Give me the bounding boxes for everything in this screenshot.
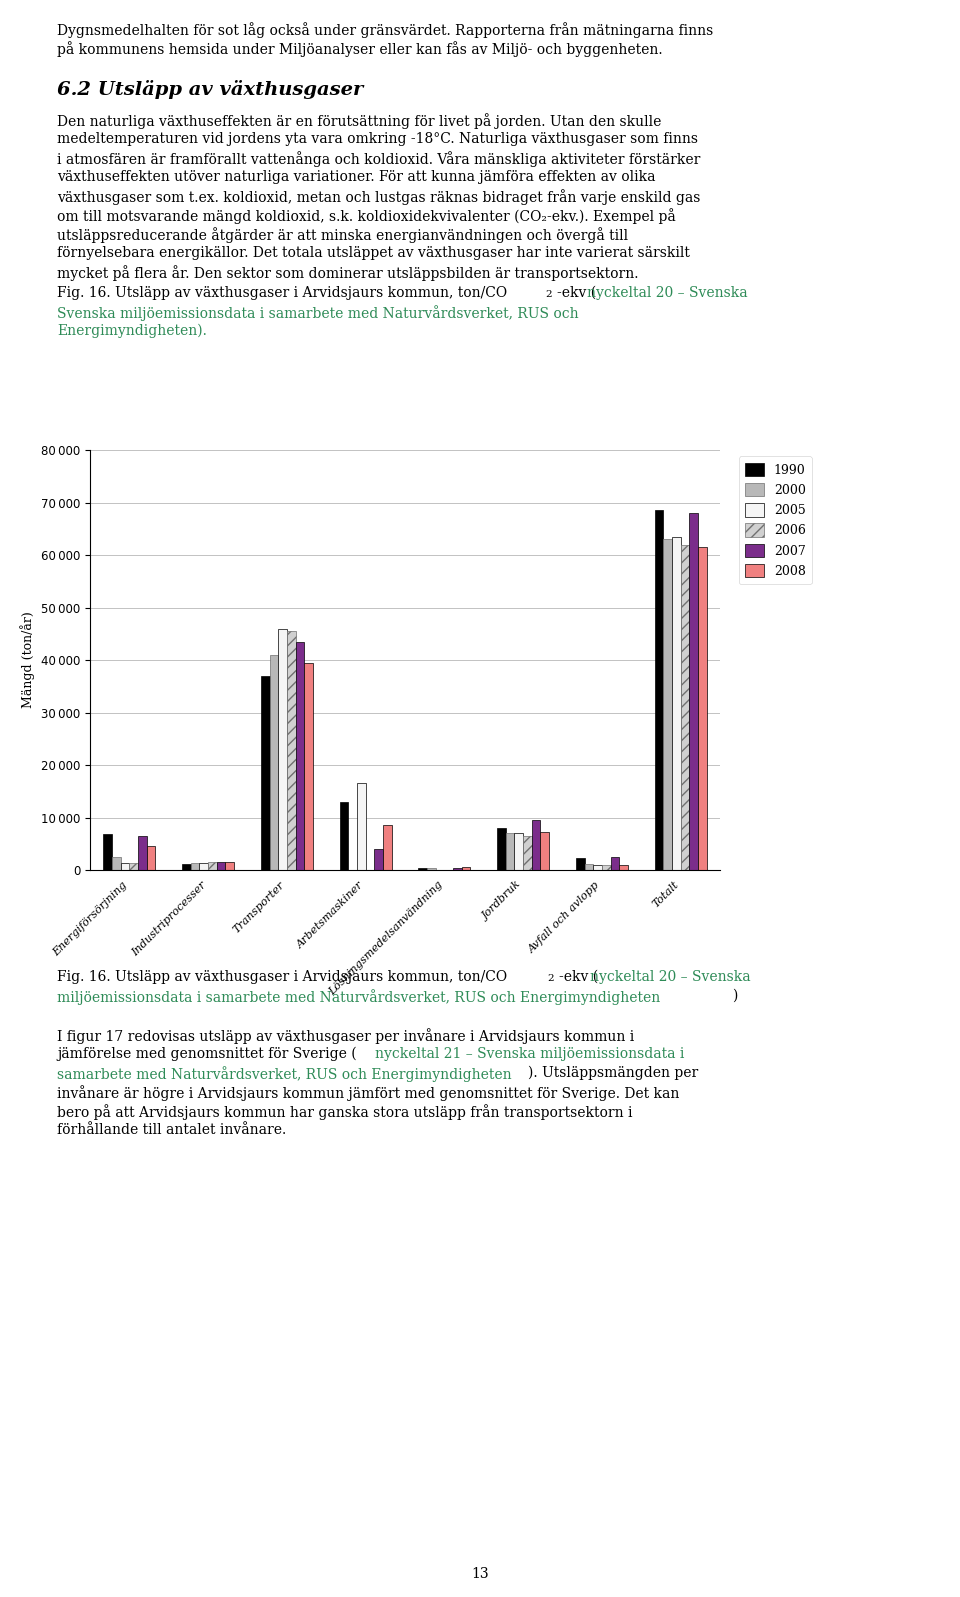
Text: 2: 2 bbox=[547, 974, 554, 984]
Bar bbox=[462, 867, 470, 870]
Bar bbox=[261, 676, 270, 870]
Text: bero på att Arvidsjaurs kommun har ganska stora utsläpp från transportsektorn i: bero på att Arvidsjaurs kommun har gansk… bbox=[57, 1104, 633, 1119]
Bar bbox=[497, 827, 506, 870]
Bar bbox=[191, 862, 200, 870]
Bar bbox=[515, 834, 523, 870]
Text: Den naturliga växthuseffekten är en förutsättning för livet på jorden. Utan den : Den naturliga växthuseffekten är en föru… bbox=[57, 113, 661, 129]
Text: Energimyndigheten).: Energimyndigheten). bbox=[57, 324, 206, 339]
Text: samarbete med Naturvårdsverket, RUS och Energimyndigheten: samarbete med Naturvårdsverket, RUS och … bbox=[57, 1067, 512, 1081]
Bar bbox=[585, 864, 593, 870]
Bar bbox=[287, 631, 296, 870]
Bar bbox=[383, 826, 392, 870]
Bar bbox=[602, 866, 611, 870]
Bar bbox=[226, 862, 234, 870]
Bar bbox=[304, 663, 313, 870]
Text: nyckeltal 20 – Svenska: nyckeltal 20 – Svenska bbox=[590, 969, 751, 984]
Text: nyckeltal 20 – Svenska: nyckeltal 20 – Svenska bbox=[587, 286, 748, 300]
Bar bbox=[104, 834, 112, 870]
Text: Svenska miljöemissionsdata i samarbete med Naturvårdsverket, RUS och: Svenska miljöemissionsdata i samarbete m… bbox=[57, 305, 579, 321]
Text: miljöemissionsdata i samarbete med Naturvårdsverket, RUS och Energimyndigheten: miljöemissionsdata i samarbete med Natur… bbox=[57, 989, 660, 1005]
Text: växthuseffekten utöver naturliga variationer. För att kunna jämföra effekten av : växthuseffekten utöver naturliga variati… bbox=[57, 169, 656, 184]
Bar bbox=[270, 655, 278, 870]
Text: ): ) bbox=[732, 989, 737, 1003]
Text: -ekv (: -ekv ( bbox=[559, 969, 598, 984]
Bar bbox=[138, 835, 147, 870]
Text: mycket på flera år. Den sektor som dominerar utsläppsbilden är transportsektorn.: mycket på flera år. Den sektor som domin… bbox=[57, 265, 638, 281]
Bar bbox=[278, 629, 287, 870]
Text: 2: 2 bbox=[545, 291, 552, 299]
Bar bbox=[208, 862, 217, 870]
Text: 13: 13 bbox=[471, 1567, 489, 1581]
Text: i atmosfären är framförallt vattenånga och koldioxid. Våra mänskliga aktiviteter: i atmosfären är framförallt vattenånga o… bbox=[57, 152, 701, 166]
Text: invånare är högre i Arvidsjaurs kommun jämfört med genomsnittet för Sverige. Det: invånare är högre i Arvidsjaurs kommun j… bbox=[57, 1084, 680, 1100]
Text: Fig. 16. Utsläpp av växthusgaser i Arvidsjaurs kommun, ton/CO: Fig. 16. Utsläpp av växthusgaser i Arvid… bbox=[57, 969, 507, 984]
Bar bbox=[357, 784, 366, 870]
Bar bbox=[532, 821, 540, 870]
Bar bbox=[506, 834, 515, 870]
Bar bbox=[374, 850, 383, 870]
Text: Dygnsmedelhalten för sot låg också under gränsvärdet. Rapporterna från mätningar: Dygnsmedelhalten för sot låg också under… bbox=[57, 22, 713, 38]
Bar bbox=[689, 513, 698, 870]
Text: ). Utsläppsmängden per: ). Utsläppsmängden per bbox=[528, 1067, 698, 1081]
Text: jämförelse med genomsnittet för Sverige (: jämförelse med genomsnittet för Sverige … bbox=[57, 1048, 356, 1062]
Bar bbox=[130, 862, 138, 870]
Bar bbox=[619, 864, 628, 870]
Bar bbox=[655, 511, 663, 870]
Bar bbox=[540, 832, 549, 870]
Bar bbox=[112, 858, 121, 870]
Text: växthusgaser som t.ex. koldioxid, metan och lustgas räknas bidraget från varje e: växthusgaser som t.ex. koldioxid, metan … bbox=[57, 188, 701, 204]
Text: utsläppsreducerande åtgärder är att minska energianvändningen och övergå till: utsläppsreducerande åtgärder är att mins… bbox=[57, 227, 628, 243]
Bar bbox=[296, 642, 304, 870]
Text: -ekv (: -ekv ( bbox=[557, 286, 596, 300]
Text: förhållande till antalet invånare.: förhållande till antalet invånare. bbox=[57, 1123, 286, 1137]
Text: Fig. 16. Utsläpp av växthusgaser i Arvidsjaurs kommun, ton/CO: Fig. 16. Utsläpp av växthusgaser i Arvid… bbox=[57, 286, 507, 300]
Text: I figur 17 redovisas utsläpp av växthusgaser per invånare i Arvidsjaurs kommun i: I figur 17 redovisas utsläpp av växthusg… bbox=[57, 1028, 635, 1044]
Text: på kommunens hemsida under Miljöanalyser eller kan fås av Miljö- och byggenheten: på kommunens hemsida under Miljöanalyser… bbox=[57, 42, 662, 57]
Bar bbox=[523, 835, 532, 870]
Legend: 1990, 2000, 2005, 2006, 2007, 2008: 1990, 2000, 2005, 2006, 2007, 2008 bbox=[739, 457, 812, 585]
Text: om till motsvarande mängd koldioxid, s.k. koldioxidekvivalenter (CO₂-ekv.). Exem: om till motsvarande mängd koldioxid, s.k… bbox=[57, 208, 676, 224]
Bar bbox=[340, 802, 348, 870]
Bar bbox=[182, 864, 191, 870]
Bar bbox=[200, 862, 208, 870]
Bar bbox=[593, 864, 602, 870]
Text: förnyelsebara energikällor. Det totala utsläppet av växthusgaser har inte varier: förnyelsebara energikällor. Det totala u… bbox=[57, 246, 690, 260]
Bar bbox=[663, 540, 672, 870]
Text: medeltemperaturen vid jordens yta vara omkring -18°C. Naturliga växthusgaser som: medeltemperaturen vid jordens yta vara o… bbox=[57, 133, 698, 145]
Text: nyckeltal 21 – Svenska miljöemissionsdata i: nyckeltal 21 – Svenska miljöemissionsdat… bbox=[375, 1048, 684, 1060]
Bar bbox=[217, 862, 226, 870]
Y-axis label: Mängd (ton/år): Mängd (ton/år) bbox=[20, 612, 36, 709]
Bar bbox=[698, 548, 707, 870]
Bar bbox=[121, 862, 130, 870]
Bar bbox=[611, 858, 619, 870]
Bar bbox=[681, 545, 689, 870]
Bar bbox=[147, 846, 156, 870]
Bar bbox=[576, 859, 585, 870]
Bar bbox=[672, 537, 681, 870]
Bar bbox=[453, 867, 462, 870]
Text: 6.2 Utsläpp av växthusgaser: 6.2 Utsläpp av växthusgaser bbox=[57, 80, 363, 99]
